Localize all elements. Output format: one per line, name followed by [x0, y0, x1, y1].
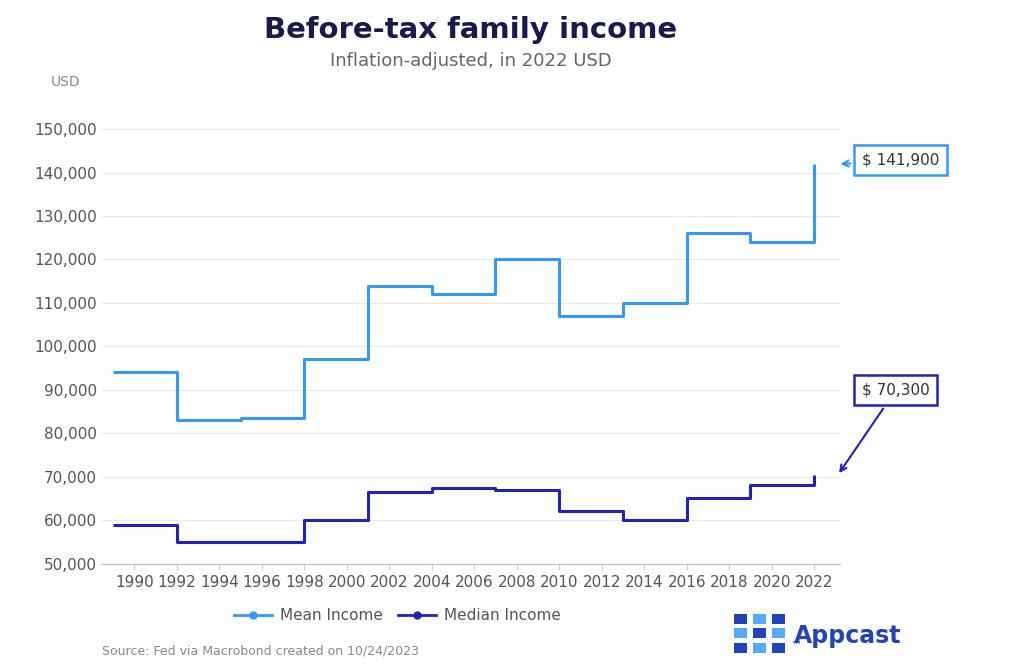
- Bar: [734, 628, 748, 638]
- Text: Source: Fed via Macrobond created on 10/24/2023: Source: Fed via Macrobond created on 10/…: [102, 645, 419, 658]
- Bar: [753, 613, 766, 624]
- Text: ™: ™: [791, 641, 802, 651]
- Text: Before-tax family income: Before-tax family income: [264, 15, 678, 44]
- Bar: [772, 643, 784, 653]
- Bar: [753, 643, 766, 653]
- Bar: [734, 613, 748, 624]
- Bar: [734, 643, 748, 653]
- Text: USD: USD: [51, 75, 81, 89]
- Bar: [772, 628, 784, 638]
- Text: $ 141,900: $ 141,900: [843, 152, 939, 167]
- Text: $ 70,300: $ 70,300: [841, 382, 930, 471]
- Bar: [753, 628, 766, 638]
- Legend: Mean Income, Median Income: Mean Income, Median Income: [228, 602, 566, 629]
- Text: Inflation-adjusted, in 2022 USD: Inflation-adjusted, in 2022 USD: [330, 52, 612, 70]
- Bar: [772, 613, 784, 624]
- Text: Appcast: Appcast: [794, 623, 901, 648]
